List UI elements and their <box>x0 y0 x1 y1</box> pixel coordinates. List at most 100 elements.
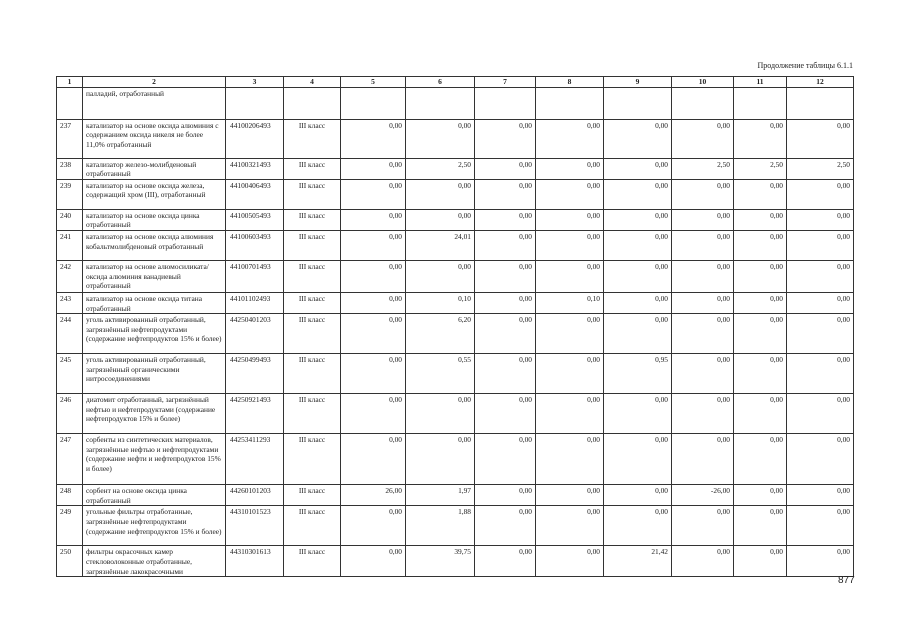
value-cell: 0,00 <box>603 157 672 180</box>
hazard-class: III класс <box>283 208 341 231</box>
fkko-code: 44100505493 <box>225 208 284 231</box>
waste-name: катализатор на основе оксида железа, сод… <box>82 178 226 210</box>
value-cell: 0,00 <box>535 393 604 435</box>
hazard-class <box>283 86 341 120</box>
value-cell: 0,00 <box>671 208 734 231</box>
value-cell <box>535 86 604 120</box>
table-row: палладий, отработанный <box>56 86 854 120</box>
value-cell: 0,55 <box>405 353 475 395</box>
page-number: 877 <box>838 575 855 586</box>
table-row: 241 катализатор на основе оксида алюминия… <box>56 229 854 261</box>
value-cell <box>733 86 787 120</box>
value-cell: 0,00 <box>733 505 787 547</box>
table-row: 243 катализатор на основе оксида титана о… <box>56 291 854 315</box>
column-header: 10 <box>671 76 734 88</box>
value-cell: 0,00 <box>535 353 604 395</box>
value-cell: 0,00 <box>786 353 854 395</box>
value-cell: 0,00 <box>671 353 734 395</box>
value-cell: 39,75 <box>405 545 475 578</box>
value-cell <box>671 86 734 120</box>
table-row: 244 уголь активированный отработанный, за… <box>56 313 854 355</box>
value-cell: 0,00 <box>474 433 536 486</box>
waste-name: катализатор на основе оксида цинка отраб… <box>82 208 226 231</box>
waste-name: сорбенты из синтетических материалов, за… <box>82 433 226 486</box>
table-row: 240 катализатор на основе оксида цинка от… <box>56 208 854 231</box>
waste-name: диатомит отработанный, загрязнённый нефт… <box>82 393 226 435</box>
table-row: 245 уголь активированный отработанный, за… <box>56 353 854 395</box>
waste-name: палладий, отработанный <box>82 86 226 120</box>
table-row: 238 катализатор железо-молибденовый отраб… <box>56 157 854 180</box>
hazard-class: III класс <box>283 353 341 395</box>
value-cell <box>474 86 536 120</box>
table-row: 237 катализатор на основе оксида алюминия… <box>56 118 854 159</box>
value-cell: 0,00 <box>786 178 854 210</box>
value-cell: 0,00 <box>786 433 854 486</box>
value-cell: 0,00 <box>733 313 787 355</box>
value-cell: 0,00 <box>474 353 536 395</box>
fkko-code: 44310101523 <box>225 505 284 547</box>
value-cell: 0,00 <box>535 208 604 231</box>
column-header: 2 <box>82 76 226 88</box>
row-number: 250 <box>56 545 83 578</box>
value-cell: 0,00 <box>671 229 734 261</box>
value-cell: 0,00 <box>733 484 787 507</box>
value-cell: 0,00 <box>603 259 672 293</box>
value-cell: 0,00 <box>405 433 475 486</box>
value-cell: 0,00 <box>733 118 787 159</box>
value-cell: 0,00 <box>671 259 734 293</box>
value-cell: 0,00 <box>340 433 406 486</box>
column-header: 7 <box>474 76 536 88</box>
value-cell: 0,00 <box>340 393 406 435</box>
value-cell: 0,00 <box>603 313 672 355</box>
value-cell: 0,00 <box>603 433 672 486</box>
value-cell: 0,00 <box>474 178 536 210</box>
fkko-code: 44250401203 <box>225 313 284 355</box>
fkko-code: 44100701493 <box>225 259 284 293</box>
value-cell: 0,00 <box>671 313 734 355</box>
waste-name: фильтры окрасочных камер стекловолоконны… <box>82 545 226 578</box>
value-cell: 0,00 <box>733 229 787 261</box>
value-cell: 0,00 <box>405 259 475 293</box>
value-cell: 2,50 <box>733 157 787 180</box>
value-cell: 0,00 <box>733 259 787 293</box>
value-cell: 0,00 <box>671 118 734 159</box>
value-cell: 24,01 <box>405 229 475 261</box>
table-row: 246 диатомит отработанный, загрязнённый н… <box>56 393 854 435</box>
value-cell: 2,50 <box>405 157 475 180</box>
value-cell: 0,00 <box>340 313 406 355</box>
table-row: 250 фильтры окрасочных камер стекловолоко… <box>56 545 854 578</box>
hazard-class: III класс <box>283 313 341 355</box>
value-cell: 0,00 <box>405 118 475 159</box>
value-cell: 0,00 <box>603 208 672 231</box>
value-cell: 0,00 <box>474 313 536 355</box>
row-number: 248 <box>56 484 83 507</box>
row-number: 241 <box>56 229 83 261</box>
value-cell: 0,00 <box>340 291 406 315</box>
value-cell: 0,00 <box>603 118 672 159</box>
value-cell: 0,00 <box>340 157 406 180</box>
value-cell: 0,00 <box>671 291 734 315</box>
value-cell: 0,00 <box>535 313 604 355</box>
hazard-class: III класс <box>283 505 341 547</box>
value-cell: 0,00 <box>474 291 536 315</box>
value-cell: 0,00 <box>733 393 787 435</box>
hazard-class: III класс <box>283 545 341 578</box>
row-number: 249 <box>56 505 83 547</box>
value-cell: 0,00 <box>786 393 854 435</box>
column-header: 12 <box>786 76 854 88</box>
fkko-code: 44260101203 <box>225 484 284 507</box>
fkko-code: 44101102493 <box>225 291 284 315</box>
value-cell: 26,00 <box>340 484 406 507</box>
value-cell: 0,00 <box>535 259 604 293</box>
column-header: 1 <box>56 76 83 88</box>
value-cell: 0,00 <box>474 259 536 293</box>
value-cell: 0,00 <box>340 118 406 159</box>
waste-name: сорбент на основе оксида цинка отработан… <box>82 484 226 507</box>
hazard-class: III класс <box>283 229 341 261</box>
value-cell: 0,00 <box>603 505 672 547</box>
value-cell: 2,50 <box>671 157 734 180</box>
value-cell: 0,00 <box>474 545 536 578</box>
value-cell: 0,00 <box>535 118 604 159</box>
column-header: 6 <box>405 76 475 88</box>
hazard-class: III класс <box>283 178 341 210</box>
